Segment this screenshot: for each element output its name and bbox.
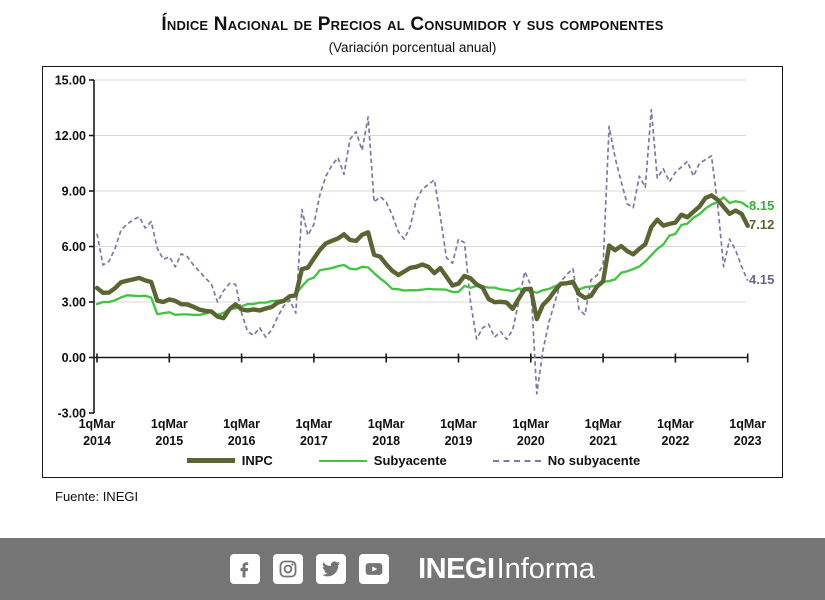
y-tick-label: 0.00 [62, 351, 86, 365]
x-tick-label-year: 2016 [228, 434, 256, 448]
y-axis: 15.00 12.00 9.00 6.00 3.00 0.00 -3.00 [55, 74, 95, 421]
brand-informa: Informa [496, 552, 595, 585]
source-note: Fuente: INEGI [55, 489, 139, 504]
inegi-informa-wordmark: INEGI Informa [418, 553, 595, 586]
x-tick-label-fortnight: 1qMar [657, 417, 694, 431]
x-tick-label-fortnight: 1qMar [151, 417, 188, 431]
x-tick-label-fortnight: 1qMar [512, 417, 549, 431]
legend-label-subyacente: Subyacente [373, 453, 447, 468]
facebook-icon[interactable] [230, 554, 261, 584]
y-tick-label: 6.00 [62, 240, 86, 254]
subyacente-end-value-label: 8.15 [749, 198, 775, 214]
no-subyacente-end-value-label: 4.15 [749, 272, 775, 288]
youtube-icon[interactable] [359, 554, 390, 584]
inpc-end-value-label: 7.12 [749, 217, 775, 233]
twitter-glyph [321, 561, 341, 577]
series-line-no-subyacente [96, 108, 749, 395]
x-tick-label-year: 2023 [734, 434, 762, 448]
series-line-subyacente [95, 196, 749, 317]
x-tick-label-year: 2021 [589, 434, 617, 448]
legend-label-no-subyacente: No subyacente [547, 453, 641, 468]
x-axis: 1qMar 2014 1qMar 2015 1qMar 2016 1qMar 2017 1qMa… [79, 353, 766, 448]
legend-item-inpc: INPC [186, 453, 273, 468]
x-tick-label-year: 2020 [517, 434, 545, 448]
y-tick-label: 15.00 [55, 74, 86, 88]
x-tick-label-year: 2018 [372, 434, 400, 448]
line-chart-plot: 15.0012.009.006.003.000.00-3.001qMar2014… [55, 74, 767, 449]
y-tick-label: 9.00 [62, 185, 86, 199]
x-tick-label-fortnight: 1qMar [440, 417, 477, 431]
x-tick-label-fortnight: 1qMar [368, 417, 405, 431]
subyacente-line-swatch [318, 459, 367, 462]
x-tick-label-fortnight: 1qMar [223, 417, 260, 431]
facebook-glyph [240, 562, 249, 578]
chart-subtitle: (Variación porcentual anual) [328, 40, 497, 55]
chart-title: Índice Nacional de Precios al Consumidor… [161, 14, 664, 35]
legend-item-subyacente: Subyacente [318, 453, 447, 468]
y-tick-label: 12.00 [55, 129, 86, 143]
footer-banner: INEGI Informa [0, 538, 825, 600]
x-tick-label-year: 2019 [445, 434, 473, 448]
chart-legend: INPC Subyacente No subyacente [43, 453, 784, 468]
x-tick-label-fortnight: 1qMar [585, 417, 622, 431]
instagram-glyph [279, 560, 297, 578]
chart-frame: 15.00 12.00 9.00 6.00 3.00 0.00 -3.00 1qMar 2014… [42, 66, 783, 478]
x-tick-label-fortnight: 1qMar [295, 417, 332, 431]
x-tick-label-fortnight: 1qMar [729, 417, 766, 431]
y-tick-label: 3.00 [62, 296, 86, 310]
legend-item-no-subyacente: No subyacente [492, 453, 641, 468]
series-line-inpc [94, 193, 750, 322]
inpc-line-swatch [186, 458, 235, 463]
y-tick-label: -3.00 [58, 407, 87, 421]
youtube-glyph [365, 563, 383, 575]
twitter-icon[interactable] [316, 554, 347, 584]
x-tick-label-year: 2014 [83, 434, 111, 448]
x-tick-label-fortnight: 1qMar [79, 417, 116, 431]
x-tick-label-year: 2015 [155, 434, 183, 448]
x-tick-label-year: 2017 [300, 434, 328, 448]
legend-label-inpc: INPC [241, 453, 273, 468]
brand-inegi: INEGI [418, 552, 495, 585]
instagram-icon[interactable] [273, 554, 304, 584]
gridlines [94, 79, 746, 303]
no-subyacente-line-swatch [492, 459, 541, 462]
x-tick-label-year: 2022 [661, 434, 689, 448]
